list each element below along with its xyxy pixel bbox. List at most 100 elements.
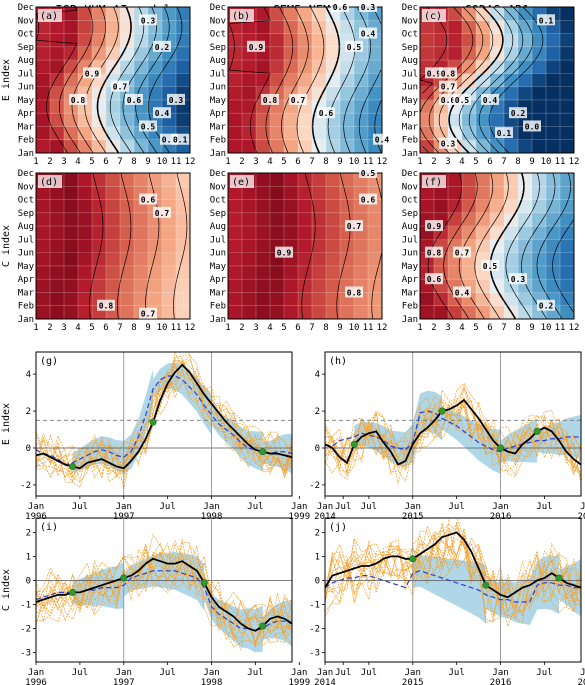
heatmap-cell [448, 265, 463, 280]
y-tick-label: Jun [402, 83, 418, 93]
heatmap-cell [490, 113, 505, 127]
heatmap-cell [518, 46, 533, 61]
heatmap-cell [340, 86, 355, 101]
heatmap-cell [50, 113, 65, 127]
ensemble-member-line [36, 544, 292, 643]
heatmap-cell [518, 199, 533, 214]
contour-label-box [425, 220, 443, 232]
heatmap-cell [106, 265, 121, 280]
heatmap-cell [78, 113, 93, 127]
heatmap-cell [298, 212, 313, 227]
y-tick-label: 1 [315, 552, 320, 562]
y-tick-label: Jan [18, 315, 34, 325]
x-tick-label: 7 [309, 157, 314, 167]
heatmap-cell [148, 73, 163, 88]
heatmap-cell [532, 239, 547, 254]
y-tick-label: -3 [309, 648, 320, 658]
heatmap-cell [476, 292, 491, 307]
y-tick-label: 0 [315, 444, 320, 454]
contour-label: 0.6 [441, 96, 456, 105]
contour-label: 0.3 [441, 140, 456, 149]
heatmap-cell [256, 113, 271, 127]
ensemble-member-line [36, 368, 292, 482]
contour-line [478, 6, 534, 154]
heatmap-cell [106, 279, 121, 293]
heatmap-cell [242, 292, 257, 307]
contour-label: 0.1 [539, 16, 554, 25]
contour-line [468, 6, 524, 154]
y-tick-label: Jul [18, 235, 34, 245]
heatmap-cell [476, 186, 491, 201]
heatmap-cell [106, 113, 121, 127]
heatmap-cell [242, 86, 257, 101]
y-tick-label: Jul [18, 69, 34, 79]
x-tick-label: 8 [131, 157, 136, 167]
x-tick-label: 2 [431, 323, 436, 333]
heatmap-cell [228, 252, 243, 267]
heatmap-panel: (c) 0.1 0.9 0.8 0.7 0.6 0.5 0.4 0.2 0.1 0.0 0.3 Jan F… [402, 3, 580, 167]
heatmap-cell [326, 173, 341, 187]
plot-area [36, 352, 292, 496]
contour-label-box [439, 93, 457, 105]
heatmap-cell [270, 33, 285, 48]
ensemble-member-line [325, 524, 581, 614]
contour-label-box [69, 93, 87, 105]
heatmap-cell [448, 20, 463, 35]
heatmap-cell [368, 239, 383, 254]
contour-line [109, 6, 145, 154]
heatmap-cell [546, 73, 561, 88]
x-tick-label: 10 [157, 157, 168, 167]
heatmap-cell [298, 292, 313, 307]
x-tick-label: Jan 1998 [201, 668, 223, 685]
heatmap-cell [134, 292, 149, 307]
heatmap-cell [546, 113, 561, 127]
heatmap-cell [162, 279, 177, 293]
heatmap-cell [434, 46, 449, 61]
heatmap-cell [560, 173, 575, 187]
contour-line [371, 252, 383, 320]
heatmap-cell [532, 33, 547, 48]
initialization-point [120, 574, 128, 582]
x-tick-label: 4 [459, 323, 464, 333]
heatmap-cell [270, 20, 285, 35]
heatmap-cell [78, 20, 93, 35]
heatmap-cell [490, 139, 505, 154]
y-tick-label: Jan [402, 315, 418, 325]
heatmap-cell [448, 46, 463, 61]
heatmap-cell [36, 186, 51, 201]
x-tick-label: Jul [72, 668, 88, 678]
y-tick-label: Nov [18, 16, 34, 26]
heatmap-cell [228, 99, 243, 114]
x-tick-label: Jul [247, 668, 263, 678]
y-tick-label: Apr [210, 109, 227, 119]
heatmap-cell [50, 126, 65, 141]
x-tick-label: 11 [363, 157, 374, 167]
heatmap-cell [92, 33, 107, 48]
x-tick-label: Jan 1997 [113, 668, 135, 685]
heatmap-cell [298, 139, 313, 154]
heatmap-cell [298, 113, 313, 127]
heatmap-cell [434, 113, 449, 127]
y-tick-label: Nov [402, 16, 418, 26]
heatmap-cell [560, 73, 575, 88]
heatmap-cell [50, 33, 65, 48]
initialization-point [555, 574, 563, 582]
heatmap-cell [270, 265, 285, 280]
heatmap-cell [560, 46, 575, 61]
y-tick-label: Aug [402, 222, 418, 232]
heatmap-cell [476, 33, 491, 48]
heatmap-cell [270, 226, 285, 240]
y-tick-label: -1 [309, 600, 320, 610]
heatmap-cell [560, 126, 575, 141]
x-tick-label: 6 [295, 157, 300, 167]
forecast-mean-line [36, 375, 292, 466]
contour-line [296, 6, 325, 154]
heatmap-cell [546, 173, 561, 187]
heatmap-cell [462, 212, 477, 227]
x-tick-label: 5 [89, 157, 94, 167]
contour-label: 0.9 [427, 69, 442, 78]
heatmap-cell [134, 226, 149, 240]
x-tick-label: 6 [295, 323, 300, 333]
contour-label: 0.2 [155, 43, 170, 52]
heatmap-cell [106, 46, 121, 61]
